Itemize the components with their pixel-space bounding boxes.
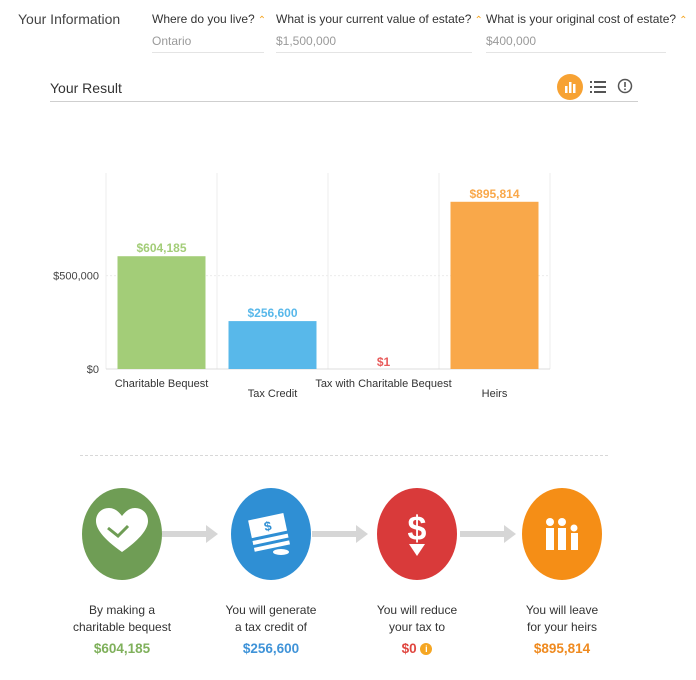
original-cost-field[interactable]: What is your original cost of estate? ⌃ $… (486, 12, 687, 53)
section-divider (80, 455, 608, 456)
svg-text:$: $ (408, 510, 427, 548)
dollar-down-icon: $ (408, 510, 427, 556)
x-tick-label: Heirs (482, 388, 508, 400)
current-value-question: What is your current value of estate? (276, 12, 472, 26)
current-value-input[interactable]: $1,500,000 (276, 34, 472, 53)
info-icon (617, 78, 633, 94)
bar (450, 201, 539, 369)
chevron-up-icon[interactable]: ⌃ (474, 15, 483, 26)
step-1-text: By making a charitable bequest (72, 603, 172, 634)
current-value-field[interactable]: What is your current value of estate? ⌃ $… (276, 12, 483, 53)
step-3-value: $0 i (342, 641, 492, 656)
province-field[interactable]: Where do you live? ⌃ Ontario (152, 12, 266, 53)
step-3-text: You will reduce your tax to (376, 603, 458, 634)
step-1-value: $604,185 (93, 641, 151, 656)
x-tick-label: Tax Credit (248, 388, 298, 400)
result-bar-chart: $0 $500,000 $604,185 Charitable Bequest $256… (53, 173, 551, 400)
chevron-up-icon[interactable]: ⌃ (679, 15, 688, 26)
your-information-title: Your Information (18, 11, 121, 27)
arrow-right-icon (460, 524, 516, 544)
bar-chart-icon (565, 82, 576, 93)
list-view-button[interactable] (590, 80, 606, 94)
your-result-title: Your Result (50, 80, 122, 96)
step-4-text: You will leave for your heirs (525, 603, 599, 634)
data-label: $604,185 (136, 241, 186, 255)
charitable-bequest-circle (82, 488, 162, 580)
list-icon (590, 81, 606, 93)
money-stack-icon: $ (248, 513, 290, 555)
province-question: Where do you live? (152, 12, 255, 26)
step-2-value: $256,600 (242, 641, 300, 656)
svg-text:$: $ (263, 518, 274, 534)
step-4-value: $895,814 (533, 641, 591, 656)
data-label: $895,814 (469, 187, 519, 201)
y-tick-label: $500,000 (53, 271, 99, 283)
x-tick-label: Charitable Bequest (115, 378, 209, 390)
data-label: $1 (377, 355, 391, 369)
y-tick-label: $0 (87, 364, 99, 376)
step-2-text: You will generate a tax credit of (225, 603, 317, 634)
tax-reduction-circle: $ (377, 488, 457, 580)
heirs-circle (522, 488, 602, 580)
data-label: $256,600 (247, 306, 297, 320)
original-cost-question: What is your original cost of estate? (486, 12, 677, 26)
chevron-up-icon[interactable]: ⌃ (257, 15, 267, 26)
bar (117, 256, 206, 369)
info-icon[interactable]: i (420, 643, 433, 656)
arrow-right-icon (162, 524, 218, 544)
bar (228, 321, 317, 369)
info-view-button[interactable] (617, 78, 633, 94)
heart-hands-icon (96, 508, 148, 552)
bar-chart-view-button[interactable] (557, 74, 583, 100)
x-tick-label: Tax with Charitable Bequest (315, 378, 451, 390)
result-divider (50, 101, 638, 102)
province-value[interactable]: Ontario (152, 34, 264, 53)
family-icon (546, 518, 578, 550)
tax-credit-circle: $ (231, 488, 311, 580)
original-cost-input[interactable]: $400,000 (486, 34, 666, 53)
arrow-right-icon (312, 524, 368, 544)
